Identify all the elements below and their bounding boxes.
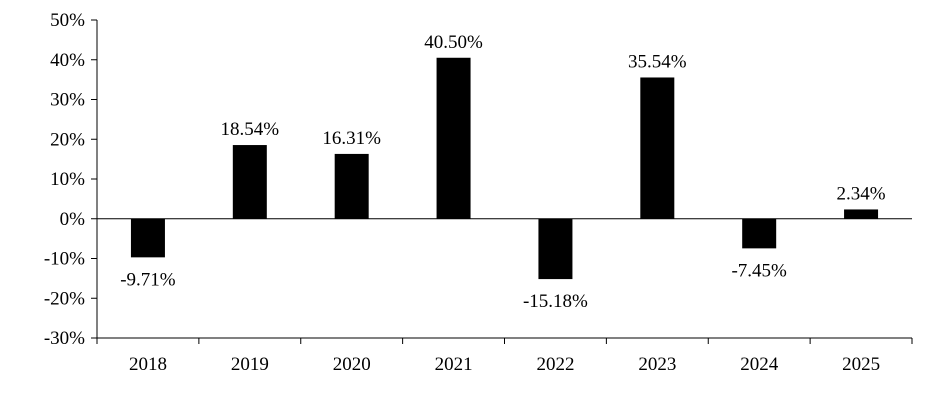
data-labels: -9.71% 18.54% 16.31% 40.50% -15.18% 35.54% -7.… bbox=[120, 32, 886, 312]
y-tick-label: -30% bbox=[44, 328, 85, 349]
bar-2018 bbox=[130, 218, 165, 258]
x-tick-label: 2019 bbox=[231, 354, 269, 375]
bar-2020 bbox=[334, 153, 369, 219]
data-label-2022: -15.18% bbox=[523, 291, 588, 312]
y-tick-label: 20% bbox=[50, 129, 85, 150]
y-tick-label: 40% bbox=[50, 50, 85, 71]
y-tick-label: 30% bbox=[50, 90, 85, 111]
y-tick-label: 0% bbox=[60, 209, 86, 230]
bar-2021 bbox=[436, 57, 471, 219]
x-tick-label: 2020 bbox=[333, 354, 371, 375]
data-label-2020: 16.31% bbox=[322, 128, 381, 149]
bars bbox=[130, 57, 879, 280]
x-tick-label: 2024 bbox=[740, 354, 779, 375]
data-label-2018: -9.71% bbox=[120, 269, 176, 290]
data-label-2023: 35.54% bbox=[628, 51, 687, 72]
bar-2022 bbox=[538, 218, 573, 280]
data-label-2019: 18.54% bbox=[221, 119, 280, 140]
x-axis: 2018 2019 2020 2021 2022 2023 2024 2025 bbox=[96, 337, 913, 375]
bar-2019 bbox=[232, 145, 267, 219]
x-tick-label: 2025 bbox=[842, 354, 880, 375]
bar-2023 bbox=[640, 77, 675, 219]
bar-2025 bbox=[844, 209, 879, 219]
data-label-2021: 40.50% bbox=[424, 32, 483, 53]
x-tick-label: 2023 bbox=[638, 354, 676, 375]
data-label-2024: -7.45% bbox=[731, 260, 787, 281]
y-tick-label: 10% bbox=[50, 169, 85, 190]
y-tick-label: -10% bbox=[44, 249, 85, 270]
x-tick-label: 2021 bbox=[435, 354, 473, 375]
y-axis: 50% 40% 30% 20% 10% 0% -10% -20% -30% bbox=[44, 10, 98, 349]
y-tick-label: -20% bbox=[44, 288, 85, 309]
y-tick-label: 50% bbox=[50, 10, 85, 31]
data-label-2025: 2.34% bbox=[837, 183, 886, 204]
x-tick-label: 2022 bbox=[536, 354, 574, 375]
bar-2024 bbox=[742, 218, 777, 249]
x-tick-label: 2018 bbox=[129, 354, 167, 375]
